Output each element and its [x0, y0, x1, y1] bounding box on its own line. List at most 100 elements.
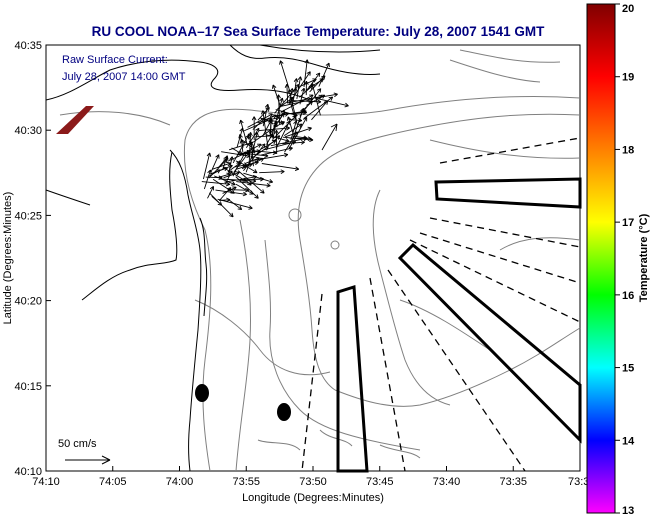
- current-vector: [222, 186, 237, 194]
- y-axis-label: Latitude (Degrees:Minutes): [2, 192, 14, 325]
- station-marker: [195, 384, 209, 402]
- coastline-segment: [169, 149, 202, 472]
- contour-line: [235, 219, 252, 472]
- current-vector: [261, 163, 300, 171]
- beam-line: [409, 239, 581, 323]
- current-vector: [223, 171, 240, 179]
- coastline-segment: [45, 59, 311, 101]
- current-vector: [251, 116, 257, 140]
- swath-box: [434, 177, 582, 209]
- current-vector: [260, 140, 277, 150]
- current-vector: [213, 175, 236, 186]
- current-vector: [310, 82, 321, 116]
- beam-line: [429, 217, 581, 248]
- current-vector: [264, 114, 277, 121]
- current-vector: [260, 146, 293, 156]
- current-vector: [321, 123, 338, 151]
- current-vector: [314, 92, 338, 99]
- contour-line: [372, 189, 451, 406]
- contour-line: [330, 240, 340, 250]
- coastline-segment: [199, 217, 208, 317]
- x-axis: 74:10 74:05 74:00 73:55 73:50 73:45 73:40 73:35…: [32, 466, 589, 488]
- swath-boxes: [336, 177, 582, 473]
- contour-line: [183, 95, 581, 472]
- x-tick-label: 73:3: [568, 476, 589, 488]
- current-vector: [228, 199, 243, 210]
- x-tick-label: 73:35: [499, 476, 527, 488]
- colorbar-tick-label: 13: [622, 505, 634, 517]
- current-vector: [260, 110, 269, 146]
- beam-line: [387, 269, 526, 472]
- y-tick-label: 40:35: [14, 40, 42, 52]
- current-vector: [208, 158, 228, 179]
- x-axis-label: Longitude (Degrees:Minutes): [242, 492, 384, 504]
- current-vector: [222, 167, 247, 182]
- current-vector: [247, 113, 273, 128]
- x-tick-label: 74:00: [166, 476, 194, 488]
- x-tick-label: 73:40: [433, 476, 461, 488]
- contour-line: [59, 111, 171, 126]
- current-vector: [304, 80, 309, 96]
- current-vector: [303, 96, 334, 120]
- coastline-segment: [45, 189, 91, 206]
- current-vector: [207, 186, 215, 199]
- scale-arrow: [65, 455, 111, 465]
- plot-frame: [45, 44, 581, 472]
- colorbar-tick-label: 17: [622, 217, 634, 229]
- x-tick-label: 73:45: [366, 476, 394, 488]
- current-vector: [212, 178, 235, 194]
- current-vector: [217, 198, 253, 210]
- current-vector: [248, 132, 253, 165]
- x-tick-label: 74:10: [32, 476, 60, 488]
- current-vector: [289, 136, 312, 142]
- y-tick-label: 40:10: [14, 466, 42, 478]
- current-vector: [244, 156, 260, 164]
- colorbar-tick-label: 20: [622, 3, 634, 15]
- current-vector: [259, 169, 285, 174]
- beam-line: [301, 293, 323, 472]
- swath-box: [336, 285, 369, 473]
- coastline-segment: [229, 44, 381, 75]
- current-vector: [208, 192, 234, 218]
- current-vector: [296, 76, 303, 100]
- current-vector: [235, 183, 254, 195]
- contour-line: [399, 299, 491, 351]
- current-vector: [291, 99, 322, 105]
- current-vector: [228, 156, 234, 174]
- y-tick-label: 40:20: [14, 296, 42, 308]
- current-vector: [220, 178, 257, 184]
- current-vector: [271, 84, 282, 108]
- current-vector: [307, 72, 321, 90]
- current-vector: [277, 96, 294, 110]
- current-vector: [240, 151, 246, 162]
- scale-label: 50 cm/s: [58, 438, 97, 450]
- current-vector: [273, 115, 297, 139]
- colorbar: [586, 3, 616, 514]
- x-tick-label: 73:50: [299, 476, 327, 488]
- swath-box: [397, 242, 582, 444]
- current-vector: [288, 117, 308, 150]
- current-vector: [274, 129, 279, 155]
- y-tick-label: 40:15: [14, 381, 42, 393]
- coastline-segment: [81, 151, 178, 301]
- surface-current-vectors: [201, 59, 349, 218]
- x-tick-label: 74:05: [99, 476, 127, 488]
- current-vector: [318, 62, 330, 87]
- contour-line: [429, 139, 581, 159]
- colorbar-tick-label: 15: [622, 363, 634, 375]
- current-vector: [299, 88, 322, 117]
- colorbar-tick-label: 14: [622, 435, 635, 447]
- current-vector: [284, 83, 290, 104]
- contour-line: [194, 299, 331, 376]
- current-vector: [282, 140, 305, 145]
- y-tick-label: 40:25: [14, 210, 42, 222]
- current-vector: [219, 197, 231, 203]
- current-vector: [239, 119, 248, 146]
- beam-line: [419, 232, 581, 284]
- current-vector: [245, 127, 260, 149]
- contour-line: [264, 239, 421, 451]
- current-vector: [215, 189, 247, 197]
- current-vector: [300, 100, 313, 113]
- colorbar-tick-label: 18: [622, 144, 634, 156]
